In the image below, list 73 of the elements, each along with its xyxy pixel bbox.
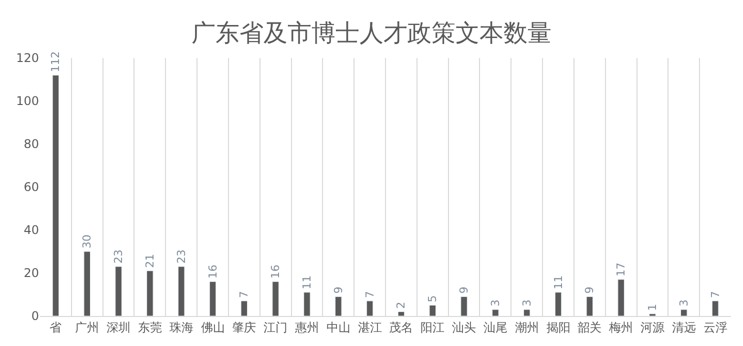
data-label: 16	[206, 264, 220, 279]
bar	[554, 292, 562, 316]
data-label: 30	[80, 234, 94, 248]
data-label: 3	[488, 300, 502, 307]
bar	[618, 279, 624, 316]
x-tick-label: 肇庆	[232, 320, 256, 334]
y-tick-label: 80	[24, 137, 39, 152]
data-label: 7	[238, 290, 251, 298]
data-label: 23	[112, 250, 126, 264]
y-tick-label: 0	[31, 309, 39, 324]
bar	[84, 251, 90, 316]
x-tick-label: 清远	[672, 320, 696, 334]
x-tick-label: 惠州	[294, 320, 319, 334]
bar	[586, 296, 594, 316]
x-tick-label: 汕尾	[483, 320, 508, 334]
y-tick-label: 100	[16, 94, 39, 108]
bar	[272, 281, 279, 316]
x-tick-label: 广州	[75, 320, 100, 334]
x-tick-label: 省	[50, 320, 62, 334]
data-label: 1	[646, 304, 659, 311]
x-tick-label: 东莞	[138, 320, 162, 334]
data-label: 3	[520, 300, 534, 307]
bar	[209, 281, 216, 316]
bar	[492, 309, 499, 316]
bar	[398, 311, 405, 316]
chart-title: 广东省及市博士人才政策文本数量	[192, 19, 552, 48]
y-tick-label: 60	[24, 180, 39, 194]
data-label: 23	[174, 250, 188, 264]
bar	[240, 300, 248, 316]
x-tick-label: 深圳	[106, 320, 131, 334]
x-tick-label: 云浮	[703, 320, 728, 334]
x-tick-label: 梅州	[608, 320, 634, 334]
data-label: 3	[677, 300, 690, 307]
data-label: 17	[614, 262, 628, 276]
data-label: 9	[332, 286, 345, 294]
x-tick-label: 河源	[640, 320, 664, 334]
y-tick-label: 120	[16, 51, 39, 66]
x-tick-label: 韶关	[578, 320, 602, 334]
x-tick-label: 茂名	[389, 320, 414, 334]
x-tick-label: 佛山	[200, 320, 225, 334]
bar	[304, 292, 310, 316]
bar	[680, 309, 688, 316]
x-tick-label: 江门	[264, 320, 288, 334]
x-tick-label: 珠海	[169, 320, 194, 334]
data-label: 7	[363, 290, 376, 298]
bar	[523, 309, 530, 316]
x-tick-label: 揭阳	[546, 320, 570, 334]
data-label: 16	[269, 264, 282, 279]
bar	[429, 305, 436, 316]
x-tick-label: 阳江	[420, 320, 445, 334]
bar	[460, 296, 468, 316]
bar	[115, 266, 122, 316]
y-tick-label: 40	[24, 223, 39, 238]
y-tick-label: 20	[24, 266, 39, 280]
bar	[335, 296, 342, 316]
bar	[52, 74, 60, 316]
bar	[178, 266, 185, 316]
bar	[712, 300, 719, 316]
data-label: 5	[426, 295, 440, 302]
data-label: 21	[143, 254, 156, 268]
x-tick-label: 潮州	[514, 320, 539, 334]
x-tick-label: 中山	[326, 320, 350, 334]
bar	[146, 270, 154, 316]
x-tick-label: 汕头	[452, 320, 476, 334]
data-label: 112	[49, 51, 62, 72]
data-label: 9	[583, 286, 596, 294]
data-label: 2	[394, 302, 408, 309]
x-tick-label: 湛江	[358, 320, 382, 334]
data-label: 11	[300, 275, 314, 290]
data-label: 11	[552, 275, 565, 290]
bar	[366, 300, 374, 316]
data-label: 7	[708, 290, 722, 298]
data-label: 9	[458, 286, 471, 294]
